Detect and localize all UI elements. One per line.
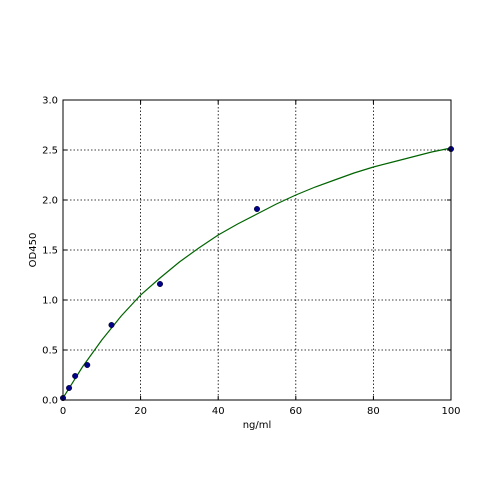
y-tick-label: 2.0	[42, 196, 58, 207]
grid	[63, 100, 451, 400]
y-axis-label: OD450	[28, 233, 39, 268]
x-tick-label: 80	[367, 406, 380, 417]
y-tick-label: 1.0	[42, 296, 58, 307]
y-tick-label: 0.0	[42, 396, 58, 407]
y-tick-label: 2.5	[42, 146, 58, 157]
data-point	[66, 385, 73, 392]
data-point	[108, 322, 115, 329]
y-tick-label: 1.5	[42, 246, 58, 257]
x-tick-label: 100	[441, 406, 460, 417]
data-point	[84, 362, 91, 369]
fitted-curve	[62, 147, 452, 399]
data-point	[156, 281, 163, 288]
y-tick-label: 0.5	[42, 346, 58, 357]
x-axis-label: ng/ml	[243, 420, 272, 431]
ticks	[62, 99, 452, 401]
x-tick-label: 40	[212, 406, 225, 417]
data-point	[253, 205, 260, 212]
x-tick-label: 20	[134, 406, 147, 417]
y-tick-label: 3.0	[42, 96, 58, 107]
data-point	[72, 373, 79, 380]
x-tick-label: 0	[60, 406, 66, 417]
x-tick-label: 60	[289, 406, 302, 417]
tick-labels: 0 20 40 60 80 100 0.0 0.5 1.0 1.5 2.0 2.5 3.0	[42, 96, 460, 418]
fitted-curve-layer	[62, 147, 452, 399]
